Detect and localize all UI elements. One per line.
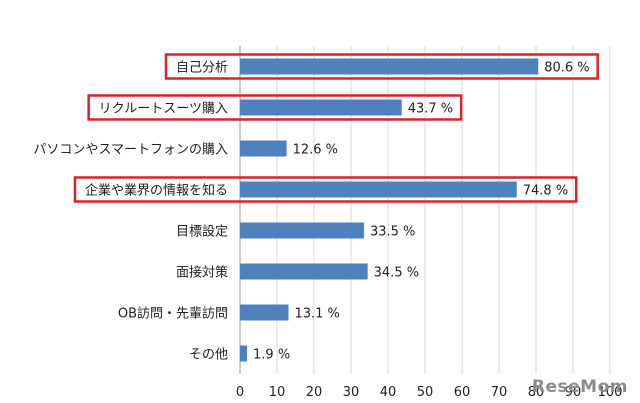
x-tick-label: 90: [565, 385, 582, 400]
category-label: パソコンやスマートフォンの購入: [33, 143, 228, 158]
x-tick-label: 60: [454, 385, 471, 400]
x-tick-label: 40: [380, 385, 397, 400]
category-label: 面接対策: [176, 265, 228, 281]
bar: [240, 304, 289, 321]
highlight-box: [73, 176, 578, 203]
x-tick-label: 10: [269, 385, 286, 400]
value-labels: 80.6 % 43.7 % 12.6 % 74.8 % 33.5 % 34.5 % 13.1…: [253, 61, 590, 363]
watermark-logo: ReseMom: [531, 377, 628, 397]
bar: [240, 140, 287, 157]
x-tick-label: 20: [306, 385, 323, 400]
highlight-box: [87, 94, 463, 121]
x-tick-label: 70: [491, 385, 508, 400]
bar: [240, 99, 402, 116]
highlight-box: [164, 53, 599, 80]
x-tick-label: 50: [417, 385, 434, 400]
x-tick-label: 100: [598, 385, 623, 400]
x-axis-ticks: 0 10 20 30 40 50 60 70 80 90 100: [236, 385, 623, 400]
category-label: リクルートスーツ購入: [99, 102, 228, 117]
value-label: 34.5 %: [374, 266, 419, 281]
value-label: 1.9 %: [253, 348, 290, 363]
value-label: 13.1 %: [294, 307, 339, 322]
bar: [240, 263, 368, 280]
value-label: 43.7 %: [408, 102, 453, 117]
bar: [240, 181, 517, 198]
x-tick-label: 30: [343, 385, 360, 400]
x-tick-label: 0: [236, 385, 244, 400]
bar: [240, 345, 248, 362]
bar: [240, 222, 364, 239]
category-label: 自己分析: [176, 61, 228, 76]
value-label: 33.5 %: [370, 225, 415, 240]
category-label: その他: [189, 348, 228, 363]
value-label: 74.8 %: [523, 184, 568, 199]
bar: [240, 58, 539, 75]
bars: [240, 58, 539, 362]
category-labels: 自己分析リクルートスーツ購入パソコンやスマートフォンの購入企業や業界の情報を知る…: [33, 61, 228, 363]
value-label: 12.6 %: [293, 143, 338, 158]
category-label: 目標設定: [176, 224, 228, 240]
x-tick-label: 80: [528, 385, 545, 400]
category-label: OB訪問・先輩訪問: [118, 306, 228, 322]
value-label: 80.6 %: [544, 61, 589, 76]
category-label: 企業や業界の情報を知る: [85, 183, 228, 199]
highlight-boxes: [73, 53, 599, 203]
